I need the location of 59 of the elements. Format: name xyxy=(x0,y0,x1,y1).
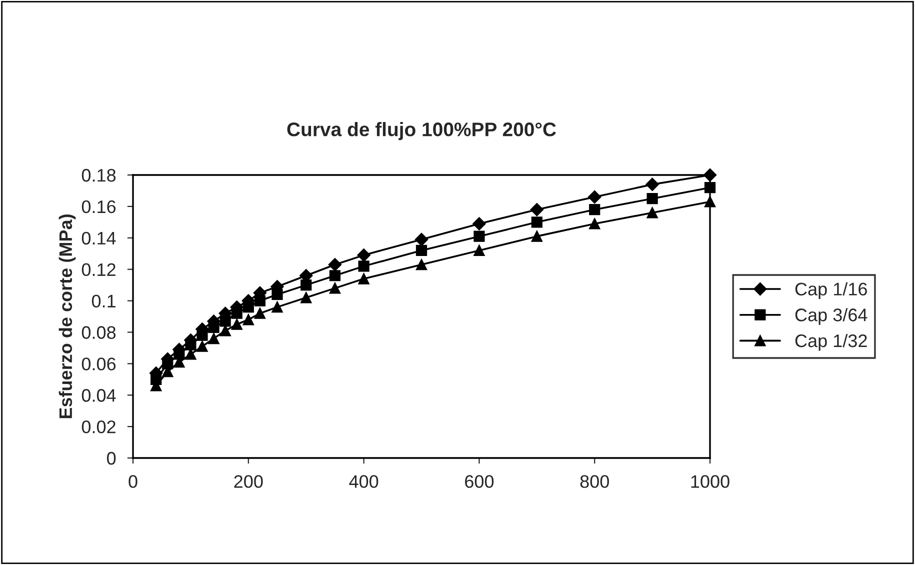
point xyxy=(646,193,658,204)
y-tick-label: 0.04 xyxy=(82,389,116,402)
point xyxy=(208,332,220,344)
point xyxy=(272,302,283,313)
legend-label: Cap 1/32 xyxy=(795,334,867,351)
point xyxy=(300,292,312,304)
point xyxy=(646,178,659,192)
y-tick-label: 0.12 xyxy=(82,263,116,276)
point xyxy=(242,302,254,313)
y-tick-label: 0.18 xyxy=(82,168,116,182)
point xyxy=(416,259,428,270)
x-tick-label: 800 xyxy=(580,475,609,488)
point xyxy=(472,217,486,230)
point xyxy=(231,308,242,319)
point xyxy=(300,280,312,291)
point xyxy=(531,230,542,242)
x-tick-label: 0 xyxy=(128,475,138,488)
point xyxy=(272,288,283,300)
chart-title: Curva de flujo 100%PP 200°C xyxy=(287,122,556,140)
point xyxy=(357,248,370,262)
point xyxy=(220,316,231,327)
legend-label: Cap 3/64 xyxy=(795,308,868,325)
point xyxy=(242,314,254,326)
point xyxy=(329,282,341,294)
point xyxy=(589,218,600,230)
point xyxy=(220,325,231,336)
point xyxy=(588,190,602,204)
point xyxy=(530,203,544,216)
x-tick-label: 1000 xyxy=(691,475,730,488)
y-tick-label: 0.02 xyxy=(82,420,116,434)
y-tick-label: 0 xyxy=(107,452,116,465)
point xyxy=(474,244,485,256)
point xyxy=(196,340,208,352)
y-tick-label: 0.16 xyxy=(82,200,116,214)
y-tick-label: 0.14 xyxy=(82,232,116,245)
point xyxy=(414,232,428,246)
legend-label: Cap 1/16 xyxy=(795,282,867,300)
point xyxy=(196,330,208,341)
point xyxy=(358,260,370,272)
x-tick-label: 400 xyxy=(349,475,378,488)
y-tick-label: 0.06 xyxy=(82,358,116,370)
point xyxy=(589,204,600,216)
point xyxy=(474,230,485,242)
point xyxy=(254,308,266,319)
y-tick-label: 0.1 xyxy=(92,294,116,308)
point xyxy=(358,273,370,284)
x-tick-label: 600 xyxy=(465,475,494,488)
point xyxy=(185,348,196,360)
x-tick-label: 200 xyxy=(234,475,263,488)
y-axis-title: Esfuerzo de corte (MPa) xyxy=(58,214,76,418)
point xyxy=(231,318,242,330)
y-tick-label: 0.08 xyxy=(82,326,116,339)
point xyxy=(646,207,658,218)
point xyxy=(254,295,266,306)
point xyxy=(208,322,220,334)
point xyxy=(328,258,342,272)
point xyxy=(531,216,542,228)
point xyxy=(416,244,428,256)
point xyxy=(329,270,341,282)
